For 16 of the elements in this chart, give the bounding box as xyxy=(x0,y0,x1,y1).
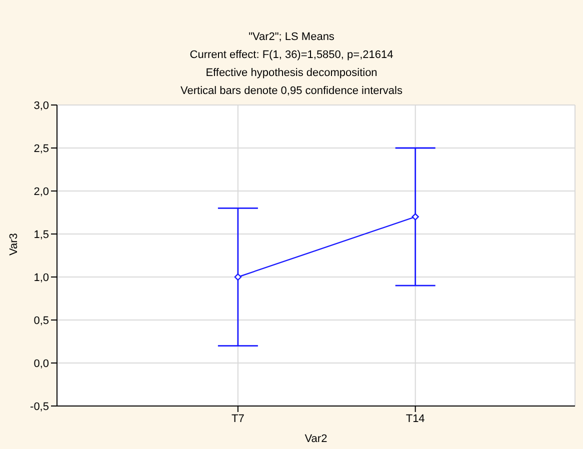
y-tick-label: 3,0 xyxy=(34,100,49,112)
y-tick-label: 2,0 xyxy=(34,186,49,198)
y-tick-label: 0,5 xyxy=(34,314,49,327)
text: Vertical bars denote 0,95 confidence intervals xyxy=(180,84,404,99)
text: Effective hypothesis decomposition xyxy=(204,66,378,81)
x-tick-label: T14 xyxy=(406,412,425,425)
chart-title: "Var2"; LS Means xyxy=(248,30,336,45)
y-tick-label: 1,0 xyxy=(34,272,49,284)
y-tick-label: 2,5 xyxy=(34,142,49,155)
x-tick-label: T7 xyxy=(232,412,244,425)
y-tick-label: 0,0 xyxy=(34,358,49,370)
y-tick-label: -0,5 xyxy=(30,400,49,413)
y-axis-title: Var3 xyxy=(8,233,20,256)
chart-subtitle: Current effect: F(1, 36)=1,5850, p=,21614 xyxy=(188,48,394,63)
y-tick-label: 1,5 xyxy=(34,228,49,241)
x-axis-title: Var2 xyxy=(304,433,328,445)
